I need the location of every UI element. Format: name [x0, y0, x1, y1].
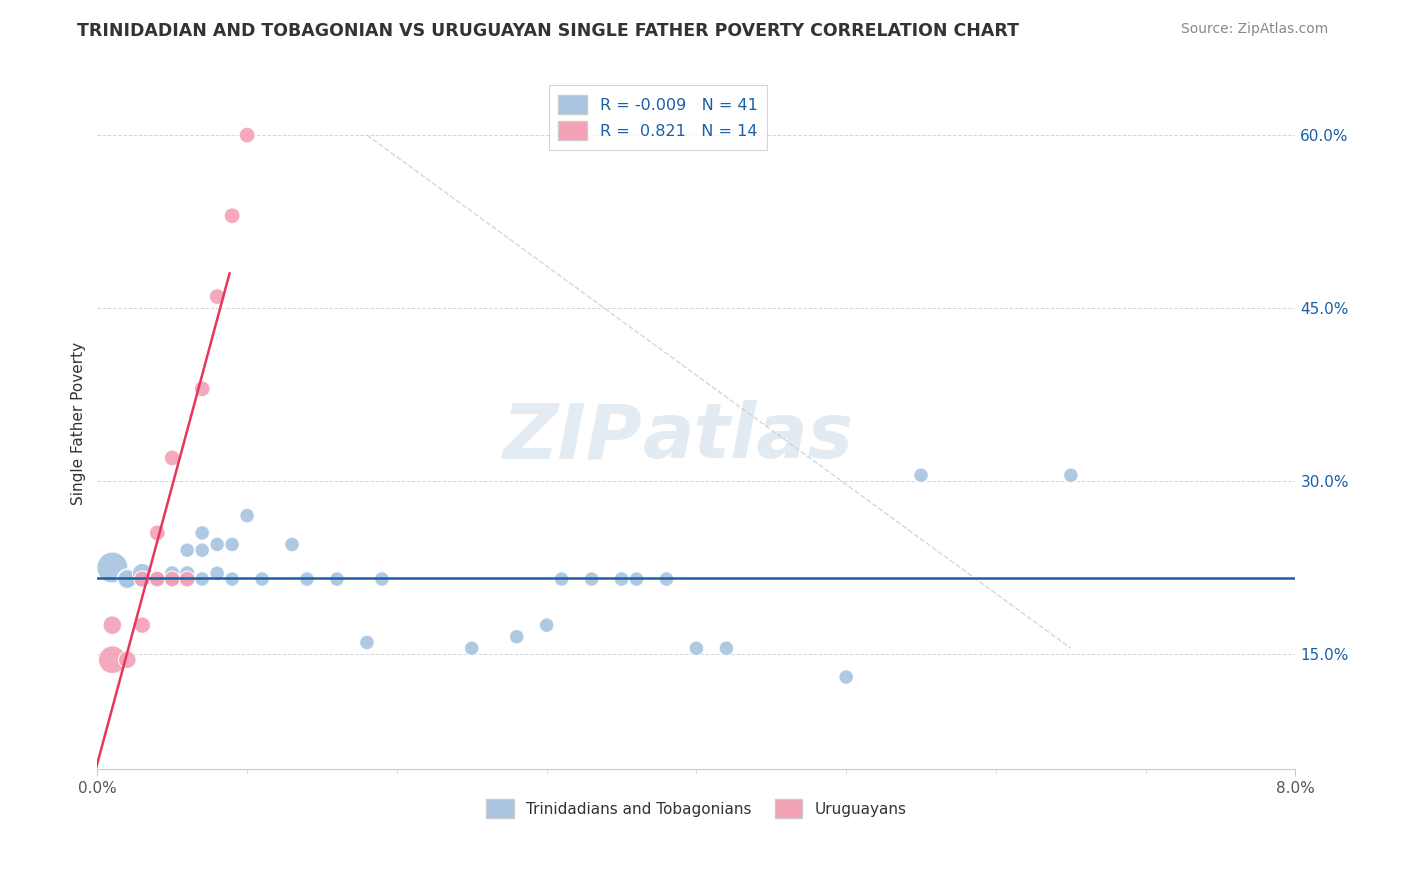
Point	[610, 572, 633, 586]
Point	[221, 209, 243, 223]
Text: Source: ZipAtlas.com: Source: ZipAtlas.com	[1181, 22, 1329, 37]
Point	[461, 641, 484, 656]
Point	[626, 572, 648, 586]
Text: ZIP: ZIP	[503, 401, 643, 475]
Point	[205, 537, 228, 551]
Point	[716, 641, 738, 656]
Point	[160, 450, 183, 465]
Point	[146, 572, 169, 586]
Point	[146, 525, 169, 540]
Point	[160, 572, 183, 586]
Point	[550, 572, 572, 586]
Point	[205, 566, 228, 581]
Point	[101, 560, 124, 574]
Point	[505, 630, 527, 644]
Point	[131, 572, 153, 586]
Point	[221, 537, 243, 551]
Point	[371, 572, 394, 586]
Point	[191, 543, 214, 558]
Legend: Trinidadians and Tobagonians, Uruguayans: Trinidadians and Tobagonians, Uruguayans	[481, 793, 912, 824]
Point	[685, 641, 707, 656]
Point	[191, 525, 214, 540]
Point	[326, 572, 349, 586]
Point	[131, 566, 153, 581]
Point	[221, 572, 243, 586]
Point	[835, 670, 858, 684]
Point	[1060, 468, 1083, 483]
Point	[146, 572, 169, 586]
Point	[191, 382, 214, 396]
Point	[176, 543, 198, 558]
Point	[117, 572, 139, 586]
Point	[281, 537, 304, 551]
Point	[536, 618, 558, 632]
Point	[581, 572, 603, 586]
Point	[101, 618, 124, 632]
Point	[101, 653, 124, 667]
Point	[236, 508, 259, 523]
Y-axis label: Single Father Poverty: Single Father Poverty	[72, 342, 86, 505]
Point	[205, 289, 228, 303]
Point	[655, 572, 678, 586]
Point	[131, 618, 153, 632]
Point	[295, 572, 318, 586]
Point	[160, 566, 183, 581]
Text: TRINIDADIAN AND TOBAGONIAN VS URUGUAYAN SINGLE FATHER POVERTY CORRELATION CHART: TRINIDADIAN AND TOBAGONIAN VS URUGUAYAN …	[77, 22, 1019, 40]
Point	[236, 128, 259, 142]
Point	[160, 572, 183, 586]
Point	[176, 566, 198, 581]
Point	[176, 572, 198, 586]
Point	[117, 653, 139, 667]
Point	[117, 572, 139, 586]
Point	[146, 572, 169, 586]
Point	[250, 572, 273, 586]
Text: atlas: atlas	[643, 401, 853, 475]
Point	[356, 635, 378, 649]
Point	[160, 572, 183, 586]
Point	[176, 572, 198, 586]
Point	[146, 572, 169, 586]
Point	[910, 468, 932, 483]
Point	[191, 572, 214, 586]
Point	[131, 572, 153, 586]
